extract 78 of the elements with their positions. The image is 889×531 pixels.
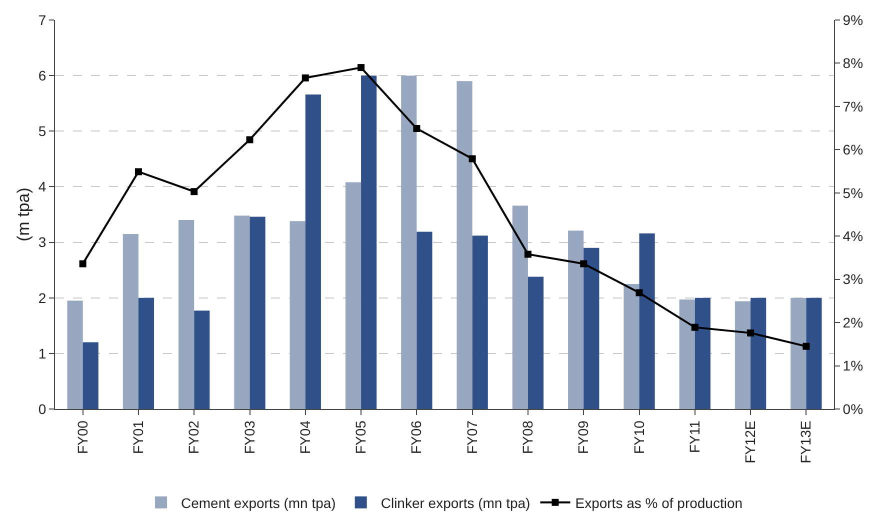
bar — [750, 298, 766, 409]
bar — [512, 206, 528, 409]
x-tick-label: FY07 — [464, 420, 480, 454]
bar — [401, 76, 417, 409]
y-tick-label: 1 — [38, 345, 46, 362]
y-tick-label: 7 — [38, 12, 46, 28]
bar — [639, 233, 655, 409]
bar — [624, 284, 640, 409]
bar — [472, 236, 488, 409]
y2-tick-label: 1% — [842, 358, 864, 374]
bar — [679, 300, 695, 409]
bar — [345, 182, 362, 409]
point — [79, 260, 86, 268]
y2-tick-label: 9% — [842, 12, 864, 28]
bar — [790, 298, 806, 409]
x-tick-label: FY03 — [241, 420, 258, 454]
bar — [806, 298, 822, 409]
legend-label: Exports as % of production — [575, 494, 743, 511]
x-tick-label: FY05 — [352, 420, 369, 454]
legend-label: Cement exports (mn tpa) — [181, 494, 336, 511]
x-tick-label: FY04 — [296, 420, 313, 454]
bar — [361, 76, 377, 409]
point — [636, 289, 643, 296]
x-tick-label: FY13E — [798, 420, 814, 464]
y2-tick-label: 2% — [842, 314, 864, 330]
y2-tick-label: 0% — [842, 400, 864, 417]
y-tick-label: 5 — [38, 123, 46, 140]
point — [413, 124, 420, 132]
bar — [234, 216, 250, 409]
bar — [178, 220, 194, 409]
y2-tick-label: 8% — [842, 55, 864, 72]
bar — [122, 234, 138, 409]
point — [358, 64, 365, 72]
point — [190, 188, 198, 196]
bar — [67, 300, 83, 409]
bar — [305, 94, 321, 409]
bar — [138, 298, 154, 409]
y2-tick-label: 7% — [842, 98, 864, 114]
y2-tick-label: 5% — [842, 184, 864, 201]
bar — [290, 221, 306, 409]
point — [580, 260, 588, 268]
y-tick-label: 3 — [38, 234, 46, 250]
point — [302, 74, 309, 82]
y2-tick-label: 4% — [842, 228, 864, 244]
bar — [568, 230, 584, 409]
bar — [528, 276, 544, 409]
x-tick-label: FY09 — [575, 420, 592, 454]
point — [802, 342, 810, 350]
x-tick-label: FY01 — [130, 420, 146, 454]
x-tick-label: FY06 — [408, 420, 424, 454]
x-tick-label: FY02 — [186, 420, 202, 454]
x-tick-label: FY08 — [520, 420, 536, 454]
y-tick-label: 0 — [38, 400, 46, 417]
x-tick-label: FY12E — [742, 420, 758, 464]
point — [468, 155, 476, 162]
bar — [194, 310, 210, 409]
point — [747, 329, 754, 336]
bar — [82, 342, 98, 409]
point — [691, 324, 698, 331]
y-tick-label: 6 — [38, 67, 46, 84]
point — [524, 250, 532, 258]
bar — [250, 216, 266, 409]
y-tick-label: 4 — [38, 178, 46, 195]
point — [246, 136, 254, 144]
bar — [584, 248, 600, 409]
legend-label: Clinker exports (mn tpa) — [380, 494, 530, 511]
bar — [416, 232, 432, 409]
x-tick-label: FY11 — [686, 420, 702, 454]
x-tick-label: FY00 — [74, 420, 90, 454]
y-tick-label: 2 — [38, 290, 46, 306]
y-axis-title: (m tpa) — [14, 188, 33, 242]
bar — [734, 301, 751, 409]
y2-tick-label: 3% — [842, 271, 864, 288]
y2-tick-label: 6% — [842, 142, 864, 158]
bar — [694, 298, 710, 409]
x-tick-label: FY10 — [630, 420, 647, 454]
bar — [456, 81, 472, 409]
point — [134, 168, 142, 176]
